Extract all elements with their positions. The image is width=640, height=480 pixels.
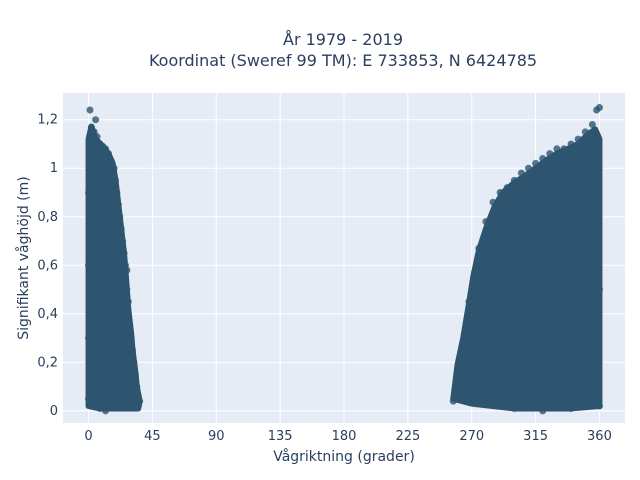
data-point [560, 145, 568, 153]
data-point [456, 361, 464, 369]
data-point [130, 358, 138, 366]
data-point [92, 237, 100, 245]
data-point [124, 298, 132, 306]
data-point [594, 140, 602, 148]
y-tick-label: 1,2 [37, 113, 58, 128]
data-point [595, 286, 603, 294]
data-point [503, 184, 511, 192]
y-axis-title: Signifikant våghöjd (m) [15, 176, 32, 339]
data-point [524, 261, 532, 269]
data-point [127, 334, 135, 342]
data-point [113, 188, 121, 196]
x-tick-label: 180 [332, 429, 357, 444]
data-point [124, 310, 132, 318]
data-point [126, 322, 134, 330]
x-tick-label: 360 [587, 429, 612, 444]
y-tick-labels: 0 0,2 0,4 0,6 0,8 1 1,2 [37, 113, 58, 419]
y-tick-label: 0 [50, 404, 58, 419]
x-tick-label: 45 [144, 429, 161, 444]
data-point [539, 407, 547, 415]
data-point [133, 383, 141, 391]
data-point [482, 218, 490, 226]
y-tick-label: 0,4 [37, 307, 58, 322]
data-point [465, 298, 473, 306]
data-point [89, 135, 97, 143]
data-point [475, 244, 483, 252]
x-tick-label: 270 [459, 429, 484, 444]
y-tick-label: 0,6 [37, 258, 58, 273]
data-point [86, 106, 94, 114]
data-point [567, 404, 575, 412]
data-point [114, 201, 122, 209]
west-northwest-point-cluster [450, 126, 603, 412]
data-point [574, 135, 582, 143]
point-clusters [85, 123, 603, 412]
data-point [119, 237, 127, 245]
data-point [85, 261, 93, 269]
data-point [595, 104, 603, 112]
data-point [120, 249, 128, 257]
data-point [85, 188, 93, 196]
data-point [104, 150, 112, 158]
data-point [524, 164, 532, 172]
data-point [121, 273, 129, 281]
data-point [510, 176, 518, 184]
data-point [102, 407, 110, 415]
data-point [449, 397, 457, 405]
data-point [96, 404, 104, 412]
data-point [112, 176, 120, 184]
data-point [517, 169, 525, 177]
data-point [468, 383, 476, 391]
x-tick-label: 0 [84, 429, 92, 444]
data-point [106, 286, 114, 294]
data-point [482, 400, 490, 408]
data-point [489, 198, 497, 206]
data-point [471, 269, 479, 277]
y-tick-label: 0,2 [37, 355, 58, 370]
x-tick-label: 225 [395, 429, 420, 444]
data-point [113, 310, 121, 318]
data-point [131, 370, 139, 378]
chart-title-line2: Koordinat (Sweref 99 TM): E 733853, N 64… [149, 51, 537, 70]
x-axis-title: Vågriktning (grader) [273, 448, 415, 465]
data-point [461, 334, 469, 342]
data-point [99, 358, 107, 366]
data-point [92, 116, 100, 124]
data-point [496, 188, 504, 196]
data-point [85, 395, 93, 403]
data-point [567, 140, 575, 148]
data-point [510, 404, 518, 412]
data-point [129, 346, 137, 354]
y-tick-label: 1 [50, 161, 58, 176]
data-point [546, 150, 554, 158]
x-tick-label: 315 [523, 429, 548, 444]
data-point [117, 225, 125, 233]
data-point [532, 159, 540, 167]
data-point [116, 213, 124, 221]
data-point [110, 164, 118, 172]
x-tick-label: 135 [268, 429, 293, 444]
data-point [539, 155, 547, 163]
x-tick-label: 90 [208, 429, 225, 444]
data-point [134, 402, 142, 410]
data-point [85, 334, 93, 342]
data-point [123, 286, 131, 294]
data-point [581, 213, 589, 221]
chart-title-line1: År 1979 - 2019 [283, 30, 403, 49]
data-point [591, 164, 599, 172]
data-point [553, 145, 561, 153]
data-point [581, 128, 589, 136]
data-point [588, 121, 596, 129]
data-point [123, 266, 131, 274]
data-point [595, 402, 603, 410]
y-tick-label: 0,8 [37, 210, 58, 225]
data-point [107, 157, 115, 165]
data-point [553, 334, 561, 342]
data-points [85, 104, 603, 415]
x-tick-labels: 0 45 90 135 180 225 270 315 360 [84, 429, 611, 444]
